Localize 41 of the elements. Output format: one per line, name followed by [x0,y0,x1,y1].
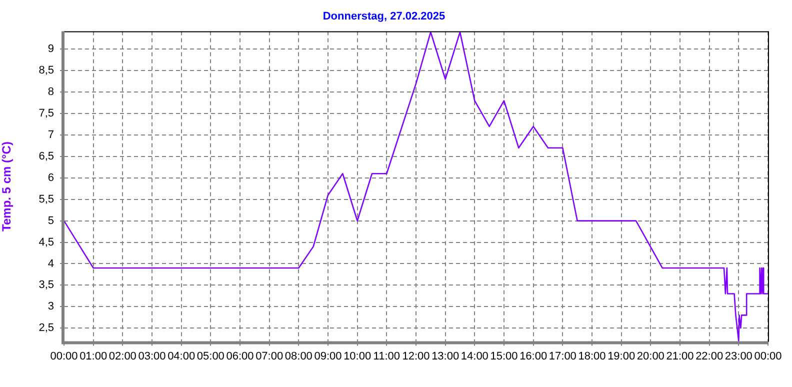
y-axis-title: Temp. 5 cm (°C) [0,142,14,232]
y-tick-label: 9 [48,43,54,56]
y-tick-label: 7,5 [38,108,54,120]
y-tick-label: 6,5 [38,150,54,162]
x-tick-label: 18:00 [578,350,606,362]
y-tick-label: 8,5 [38,64,54,77]
x-tick-label: 17:00 [548,350,576,362]
y-tick-label: 7 [48,129,54,142]
x-tick-label: 11:00 [373,350,400,362]
x-tick-label: 12:00 [402,350,430,362]
y-tick-label: 5 [48,214,54,227]
x-tick-label: 00:00 [754,350,782,362]
x-tick-label: 21:00 [666,350,694,362]
y-tick-label: 2,5 [38,322,54,334]
x-tick-label: 13:00 [432,350,460,362]
x-tick-label: 20:00 [636,350,664,362]
y-tick-label: 4,5 [38,236,54,248]
x-tick-label: 09:00 [314,350,342,362]
x-tick-label: 01:00 [80,350,108,362]
x-tick-label: 07:00 [256,350,284,362]
chart-title: Donnerstag, 27.02.2025 [322,10,446,23]
x-tick-label: 14:00 [460,350,488,362]
x-tick-label: 19:00 [608,350,636,362]
y-tick-label: 3,5 [38,279,54,292]
x-tick-label: 08:00 [284,350,312,362]
y-tick-label: 4 [48,258,54,270]
x-tick-label: 15:00 [490,350,518,362]
y-tick-label: 8 [48,86,54,98]
x-tick-label: 02:00 [108,350,136,362]
x-tick-label: 00:00 [50,350,78,362]
x-tick-label: 16:00 [520,350,548,362]
x-tick-label: 22:00 [696,350,724,362]
x-tick-label: 06:00 [226,350,254,362]
x-tick-label: 04:00 [168,350,196,362]
y-tick-label: 6 [48,172,54,184]
x-tick-label: 05:00 [196,350,224,362]
x-tick-label: 03:00 [138,350,166,362]
x-tick-label: 23:00 [724,350,752,362]
y-tick-label: 3 [48,300,54,313]
x-tick-label: 10:00 [344,350,372,362]
y-tick-label: 5,5 [38,193,54,206]
